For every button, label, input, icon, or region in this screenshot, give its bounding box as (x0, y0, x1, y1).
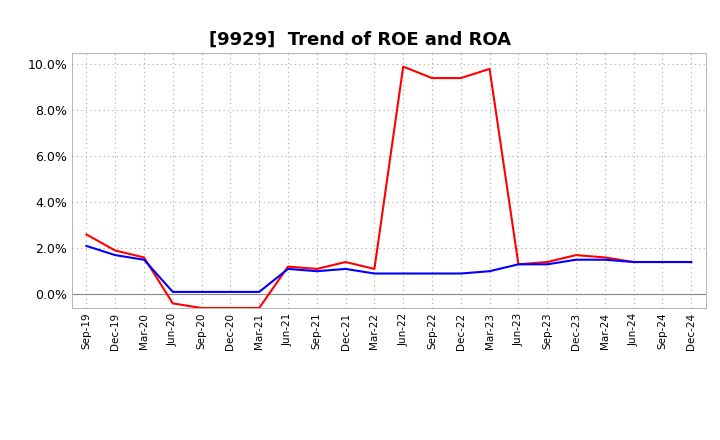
ROA (168, 289, 177, 294)
ROA (629, 259, 638, 264)
ROA (600, 257, 609, 262)
ROA (514, 262, 523, 267)
ROE (226, 305, 235, 311)
ROE (456, 75, 465, 81)
ROA (140, 257, 148, 262)
Line: ROE: ROE (86, 66, 691, 308)
ROA (572, 257, 580, 262)
ROE (399, 64, 408, 69)
ROE (197, 305, 206, 311)
ROA (687, 259, 696, 264)
Text: [9929]  Trend of ROE and ROA: [9929] Trend of ROE and ROA (209, 31, 511, 49)
ROE (168, 301, 177, 306)
ROA (255, 289, 264, 294)
Line: ROA: ROA (86, 246, 691, 292)
ROA (658, 259, 667, 264)
ROE (543, 259, 552, 264)
ROE (255, 305, 264, 311)
ROE (572, 253, 580, 258)
ROA (111, 253, 120, 258)
ROE (629, 259, 638, 264)
ROA (428, 271, 436, 276)
ROE (428, 75, 436, 81)
ROA (543, 262, 552, 267)
ROE (514, 262, 523, 267)
ROA (341, 266, 350, 271)
ROA (226, 289, 235, 294)
ROA (399, 271, 408, 276)
ROE (284, 264, 292, 269)
ROE (111, 248, 120, 253)
ROE (140, 255, 148, 260)
ROE (485, 66, 494, 72)
ROE (312, 266, 321, 271)
ROA (312, 268, 321, 274)
ROA (197, 289, 206, 294)
ROE (341, 259, 350, 264)
ROA (485, 268, 494, 274)
ROA (284, 266, 292, 271)
ROA (82, 243, 91, 249)
ROA (370, 271, 379, 276)
ROA (456, 271, 465, 276)
ROE (82, 232, 91, 237)
ROE (687, 259, 696, 264)
ROE (658, 259, 667, 264)
ROE (600, 255, 609, 260)
ROE (370, 266, 379, 271)
